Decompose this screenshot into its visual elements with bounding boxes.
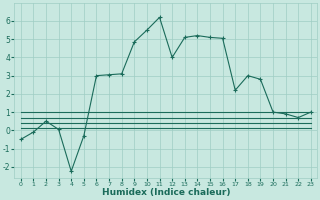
X-axis label: Humidex (Indice chaleur): Humidex (Indice chaleur) [101, 188, 230, 197]
